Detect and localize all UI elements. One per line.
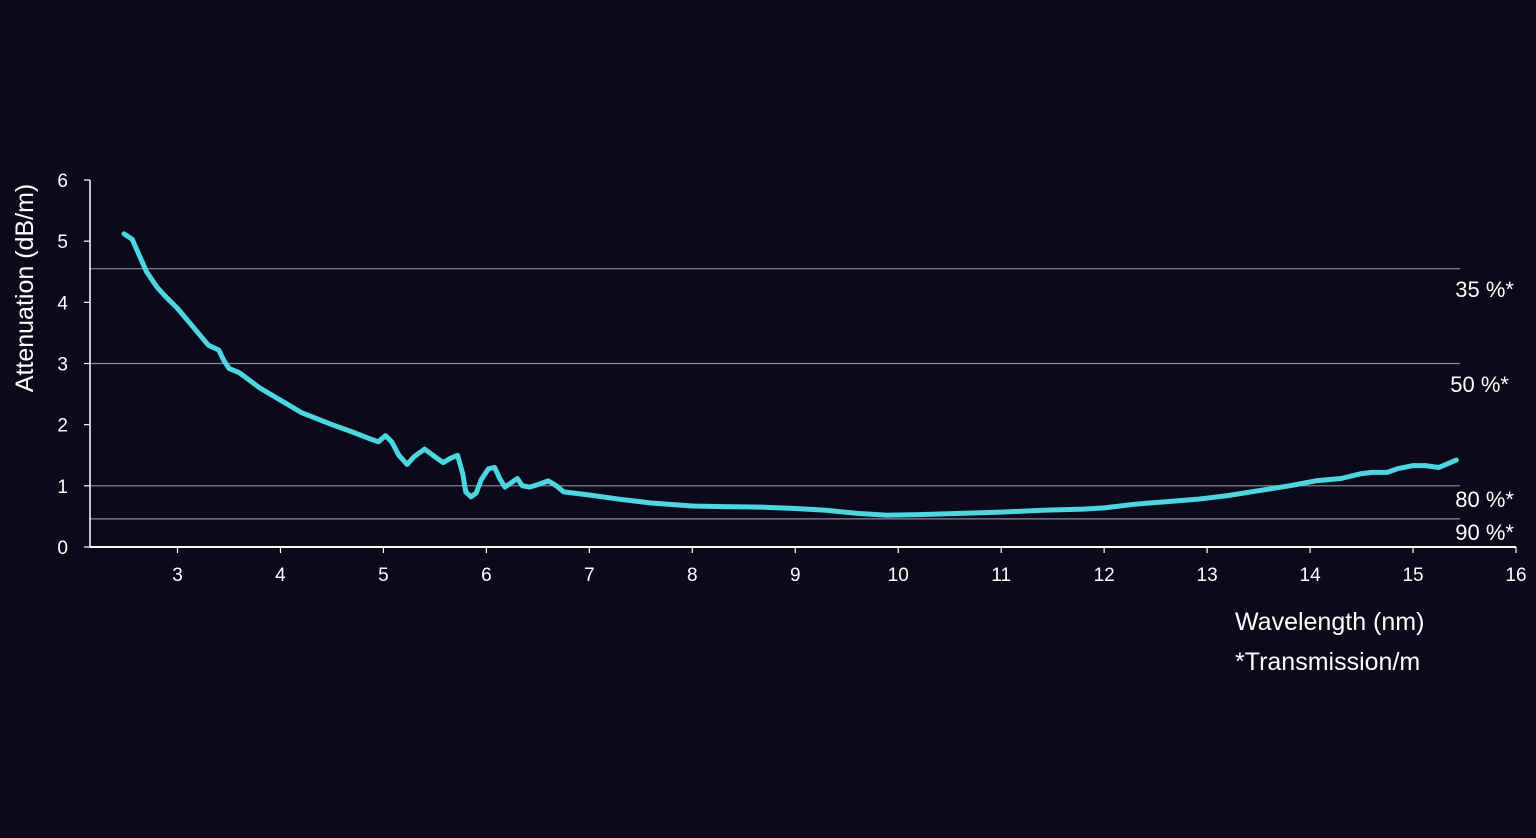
x-tick-label: 13 [1197, 565, 1218, 586]
transmission-footnote: *Transmission/m [1235, 648, 1420, 676]
y-tick-label: 3 [57, 355, 68, 376]
x-tick-label: 7 [584, 565, 595, 586]
x-axis-title: Wavelength (nm) [1235, 608, 1424, 636]
y-tick-label: 2 [57, 416, 68, 437]
y-tick-label: 4 [57, 293, 68, 314]
x-tick-label: 16 [1505, 565, 1526, 586]
x-tick-label: 11 [991, 565, 1011, 586]
x-tick-label: 8 [687, 565, 698, 586]
y-tick-label: 6 [57, 171, 68, 192]
x-tick-label: 6 [481, 565, 492, 586]
x-tick-label: 9 [790, 565, 801, 586]
x-tick-label: 12 [1094, 565, 1115, 586]
x-tick-label: 14 [1300, 565, 1322, 586]
x-tick-label: 5 [378, 565, 389, 586]
y-axis-title: Attenuation (dB/m) [11, 184, 39, 392]
x-tick-label: 3 [172, 565, 183, 586]
transmission-label: 35 %* [1455, 277, 1514, 302]
transmission-label: 50 %* [1450, 372, 1509, 397]
y-tick-label: 0 [57, 538, 68, 559]
x-tick-label: 15 [1402, 565, 1423, 586]
reference-lines: 35 %* 50 %* 80 %* 90 %* [90, 268, 1514, 545]
y-tick-label: 1 [57, 477, 68, 498]
attenuation-series-line [121, 231, 1459, 518]
y-tick-label: 5 [57, 232, 68, 253]
series-group [121, 231, 1459, 518]
transmission-label: 90 %* [1455, 520, 1514, 545]
x-tick-label: 10 [888, 565, 909, 586]
transmission-label: 80 %* [1455, 487, 1514, 512]
x-tick-label: 4 [275, 565, 286, 586]
